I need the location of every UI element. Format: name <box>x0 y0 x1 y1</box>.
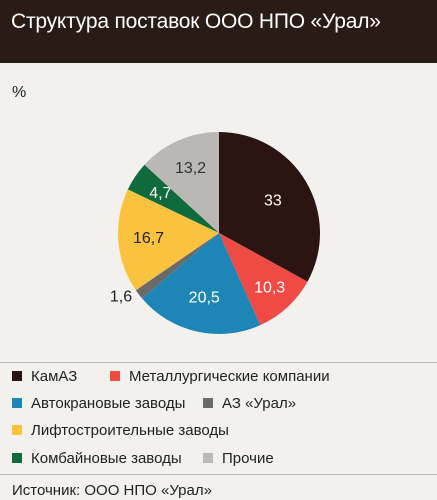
pie-slice-1 <box>219 132 321 282</box>
legend-divider <box>0 362 437 363</box>
pie-slice-2 <box>219 233 308 326</box>
slice-label-7: 13,2 <box>175 160 206 177</box>
chart-title: Структура поставок ООО НПО «Урал» <box>11 10 381 33</box>
legend-label: Лифтостроительные заводы <box>31 421 229 439</box>
legend-swatch <box>110 371 120 381</box>
slice-label-4: 1,6 <box>110 289 132 306</box>
legend: КамАЗ Металлургические компании Автокранов… <box>0 362 437 467</box>
legend-swatch <box>203 398 213 408</box>
legend-item: Прочие <box>203 448 274 468</box>
pie-slice-3 <box>141 233 261 334</box>
pie-slice-4 <box>135 233 219 299</box>
legend-swatch <box>12 398 22 408</box>
pie-slice-6 <box>127 164 219 233</box>
slice-label-5: 16,7 <box>133 230 164 247</box>
unit-label: % <box>12 84 27 101</box>
legend-label: Комбайновые заводы <box>31 449 182 467</box>
legend-item: АЗ «Урал» <box>203 393 296 413</box>
pie-chart: 33 10,3 20,5 1,6 16,7 4,713,2 <box>110 132 321 334</box>
slice-label-2: 10,3 <box>254 279 285 296</box>
legend-label: КамАЗ <box>31 367 78 385</box>
legend-swatch <box>12 425 22 435</box>
slice-label-6: 4,7 <box>149 185 171 202</box>
legend-item: Лифтостроительные заводы <box>12 420 229 440</box>
legend-item: Комбайновые заводы <box>12 448 182 468</box>
legend-label: Автокрановые заводы <box>31 394 186 412</box>
slice-label-1: 33 <box>264 193 282 210</box>
pie-slice-5 <box>118 189 219 291</box>
source-note: Источник: ООО НПО «Урал» <box>0 474 437 500</box>
legend-item: Металлургические компании <box>110 366 330 386</box>
legend-swatch <box>12 453 22 463</box>
source-text: Источник: ООО НПО «Урал» <box>12 482 212 499</box>
legend-item: КамАЗ <box>12 366 77 386</box>
legend-label: Металлургические компании <box>129 367 330 385</box>
slice-label-3: 20,5 <box>189 290 220 307</box>
legend-swatch <box>203 453 213 463</box>
header-bar: Структура поставок ООО НПО «Урал» <box>0 0 437 63</box>
legend-label: Прочие <box>222 449 274 467</box>
legend-label: АЗ «Урал» <box>222 394 297 412</box>
pie-slice-7 <box>144 132 219 233</box>
legend-swatch <box>12 371 22 381</box>
legend-item: Автокрановые заводы <box>12 393 185 413</box>
